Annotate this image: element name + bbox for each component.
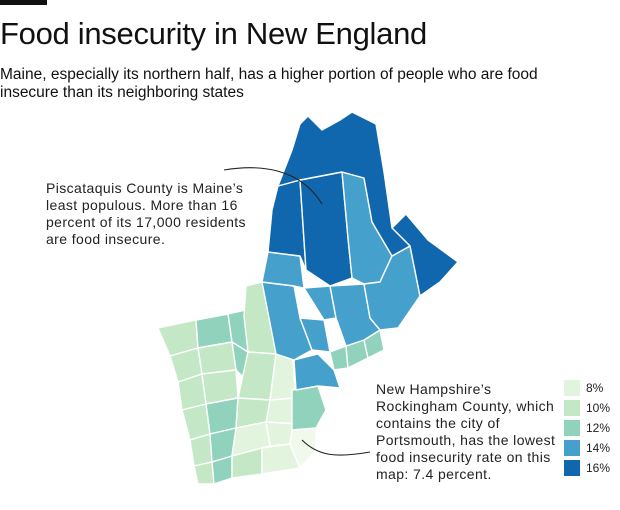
- county-me-aroostook: [277, 111, 411, 257]
- legend-swatch: [564, 380, 580, 396]
- rockingham-leader-line: [301, 439, 371, 456]
- county-me-sagadahoc: [329, 345, 349, 371]
- legend-label: 8%: [586, 381, 604, 395]
- legend-label: 12%: [586, 421, 611, 435]
- county-me-franklin: [261, 251, 305, 289]
- legend-item: 12%: [564, 418, 610, 438]
- legend-label: 14%: [586, 441, 611, 455]
- legend-label: 10%: [586, 401, 611, 415]
- piscataquis-leader-line: [223, 167, 323, 205]
- county-me-cumberland: [293, 353, 341, 391]
- header-accent-bar: [0, 0, 47, 5]
- legend-item: 10%: [564, 398, 610, 418]
- legend-label: 16%: [586, 461, 611, 475]
- legend-swatch: [564, 420, 580, 436]
- county-vt-lamoille: [197, 341, 237, 375]
- legend-item: 8%: [564, 378, 610, 398]
- legend-swatch: [564, 440, 580, 456]
- legend: 8% 10% 12% 14% 16%: [564, 378, 610, 478]
- county-vt-bennington: [193, 461, 215, 485]
- legend-item: 16%: [564, 458, 610, 478]
- page-subtitle: Maine, especially its northern half, has…: [0, 66, 538, 101]
- county-shapes: [157, 111, 459, 485]
- annotation-rockingham: New Hampshire’s Rockingham County, which…: [376, 381, 556, 482]
- county-nh-rockingham: [289, 427, 317, 469]
- annotation-piscataquis: Piscataquis County is Maine’s least popu…: [46, 180, 246, 247]
- page-title: Food insecurity in New England: [0, 16, 427, 51]
- county-me-york: [291, 385, 327, 431]
- county-me-washington: [391, 213, 459, 297]
- legend-swatch: [564, 400, 580, 416]
- county-vt-rutland: [189, 433, 213, 467]
- legend-swatch: [564, 460, 580, 476]
- legend-item: 14%: [564, 438, 610, 458]
